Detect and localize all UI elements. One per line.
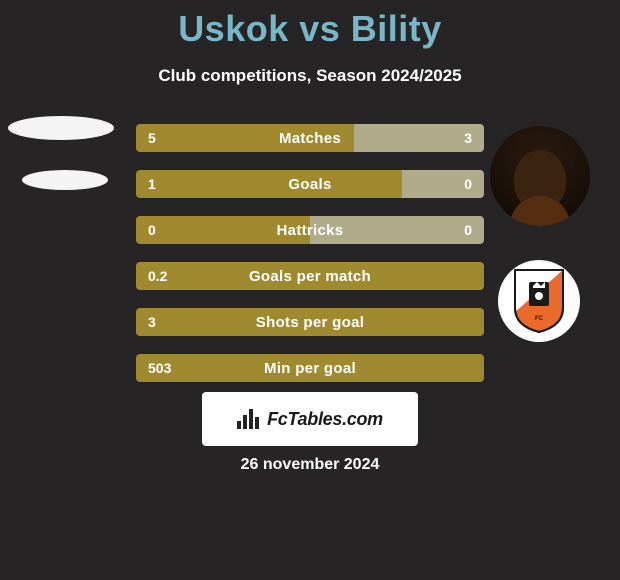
stat-row: 10Goals: [136, 170, 484, 198]
stat-label: Min per goal: [136, 354, 484, 382]
player-right-avatar: [490, 126, 590, 226]
stat-row: 53Matches: [136, 124, 484, 152]
stat-label: Hattricks: [136, 216, 484, 244]
placeholder-icon: [8, 116, 114, 140]
stat-label: Matches: [136, 124, 484, 152]
placeholder-icon: [22, 170, 108, 190]
svg-text:FC: FC: [535, 316, 544, 322]
player-left-avatar: [8, 116, 114, 220]
date-label: 26 november 2024: [0, 456, 620, 474]
shield-icon: FC: [511, 268, 567, 334]
stat-row: 503Min per goal: [136, 354, 484, 382]
brand-badge: FcTables.com: [202, 392, 418, 446]
page-title: Uskok vs Bility: [0, 0, 620, 50]
page-subtitle: Club competitions, Season 2024/2025: [0, 66, 620, 86]
stat-label: Goals per match: [136, 262, 484, 290]
stat-label: Goals: [136, 170, 484, 198]
stat-label: Shots per goal: [136, 308, 484, 336]
brand-text: FcTables.com: [267, 409, 383, 430]
stat-row: 0.2Goals per match: [136, 262, 484, 290]
club-right-logo: FC: [498, 260, 580, 342]
comparison-chart: 53Matches 10Goals 00Hattricks 0.2Goals per …: [136, 124, 484, 400]
stat-row: 00Hattricks: [136, 216, 484, 244]
bar-chart-icon: [237, 409, 261, 429]
stat-row: 3Shots per goal: [136, 308, 484, 336]
